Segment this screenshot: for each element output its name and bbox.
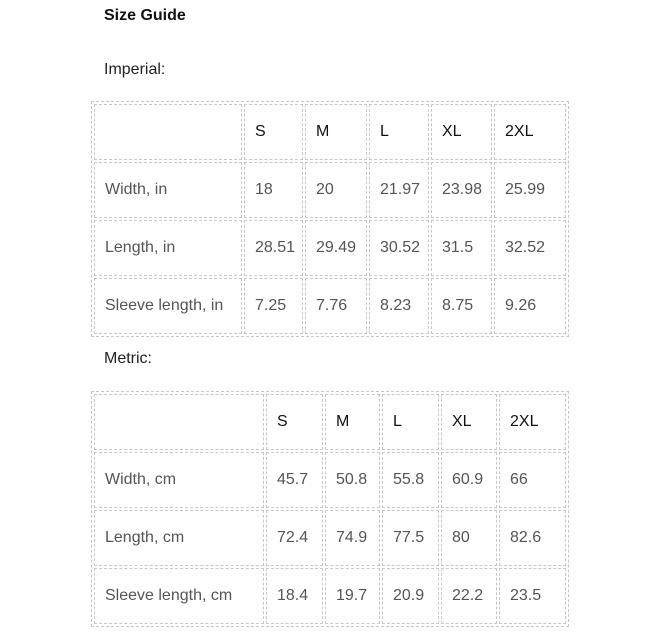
table-cell: 66 (499, 452, 566, 508)
table-cell: Width, cm (94, 452, 264, 508)
table-cell: 74.9 (325, 510, 380, 566)
table-cell: 30.52 (369, 220, 429, 276)
table-row: Length, cm 72.4 74.9 77.5 80 82.6 (94, 510, 566, 566)
header-cell (94, 394, 264, 450)
table-cell: 8.75 (431, 278, 492, 334)
imperial-size-table: S M L XL 2XL Width, in 18 20 21.97 23.98 25.99 Leng… (91, 101, 569, 337)
header-cell: L (382, 394, 439, 450)
table-cell: 80 (441, 510, 497, 566)
header-cell: XL (441, 394, 497, 450)
table-cell: 29.49 (305, 220, 367, 276)
table-cell: 8.23 (369, 278, 429, 334)
table-cell: 7.76 (305, 278, 367, 334)
table-cell: Sleeve length, cm (94, 568, 264, 624)
table-row: Sleeve length, cm 18.4 19.7 20.9 22.2 23.5 (94, 568, 566, 624)
table-cell: 23.98 (431, 162, 492, 218)
table-cell: 20.9 (382, 568, 439, 624)
header-cell: L (369, 104, 429, 160)
table-row: Length, in 28.51 29.49 30.52 31.5 32.52 (94, 220, 566, 276)
table-cell: 45.7 (266, 452, 323, 508)
table-cell: 23.5 (499, 568, 566, 624)
header-cell: S (244, 104, 303, 160)
page-title: Size Guide (104, 7, 186, 24)
table-cell: Length, cm (94, 510, 264, 566)
header-cell (94, 104, 242, 160)
table-cell: 9.26 (494, 278, 566, 334)
table-cell: 77.5 (382, 510, 439, 566)
table-cell: 72.4 (266, 510, 323, 566)
table-cell: 22.2 (441, 568, 497, 624)
header-row: S M L XL 2XL (94, 104, 566, 160)
table-cell: 32.52 (494, 220, 566, 276)
imperial-label: Imperial: (104, 61, 166, 78)
table-cell: 25.99 (494, 162, 566, 218)
table-cell: Width, in (94, 162, 242, 218)
table-cell: 28.51 (244, 220, 303, 276)
table-row: Width, in 18 20 21.97 23.98 25.99 (94, 162, 566, 218)
table-cell: 18.4 (266, 568, 323, 624)
header-cell: M (325, 394, 380, 450)
header-cell: M (305, 104, 367, 160)
table-cell: 60.9 (441, 452, 497, 508)
metric-size-table: S M L XL 2XL Width, cm 45.7 50.8 55.8 60.9 66 Lengt… (91, 391, 569, 627)
header-cell: XL (431, 104, 492, 160)
table-row: Sleeve length, in 7.25 7.76 8.23 8.75 9.26 (94, 278, 566, 334)
table-cell: Sleeve length, in (94, 278, 242, 334)
table-cell: 50.8 (325, 452, 380, 508)
table-cell: Length, in (94, 220, 242, 276)
header-cell: 2XL (494, 104, 566, 160)
table-cell: 20 (305, 162, 367, 218)
table-cell: 21.97 (369, 162, 429, 218)
table-cell: 7.25 (244, 278, 303, 334)
table-cell: 18 (244, 162, 303, 218)
metric-label: Metric: (104, 350, 152, 367)
header-cell: S (266, 394, 323, 450)
table-cell: 55.8 (382, 452, 439, 508)
header-cell: 2XL (499, 394, 566, 450)
table-cell: 82.6 (499, 510, 566, 566)
table-cell: 19.7 (325, 568, 380, 624)
header-row: S M L XL 2XL (94, 394, 566, 450)
table-row: Width, cm 45.7 50.8 55.8 60.9 66 (94, 452, 566, 508)
table-cell: 31.5 (431, 220, 492, 276)
